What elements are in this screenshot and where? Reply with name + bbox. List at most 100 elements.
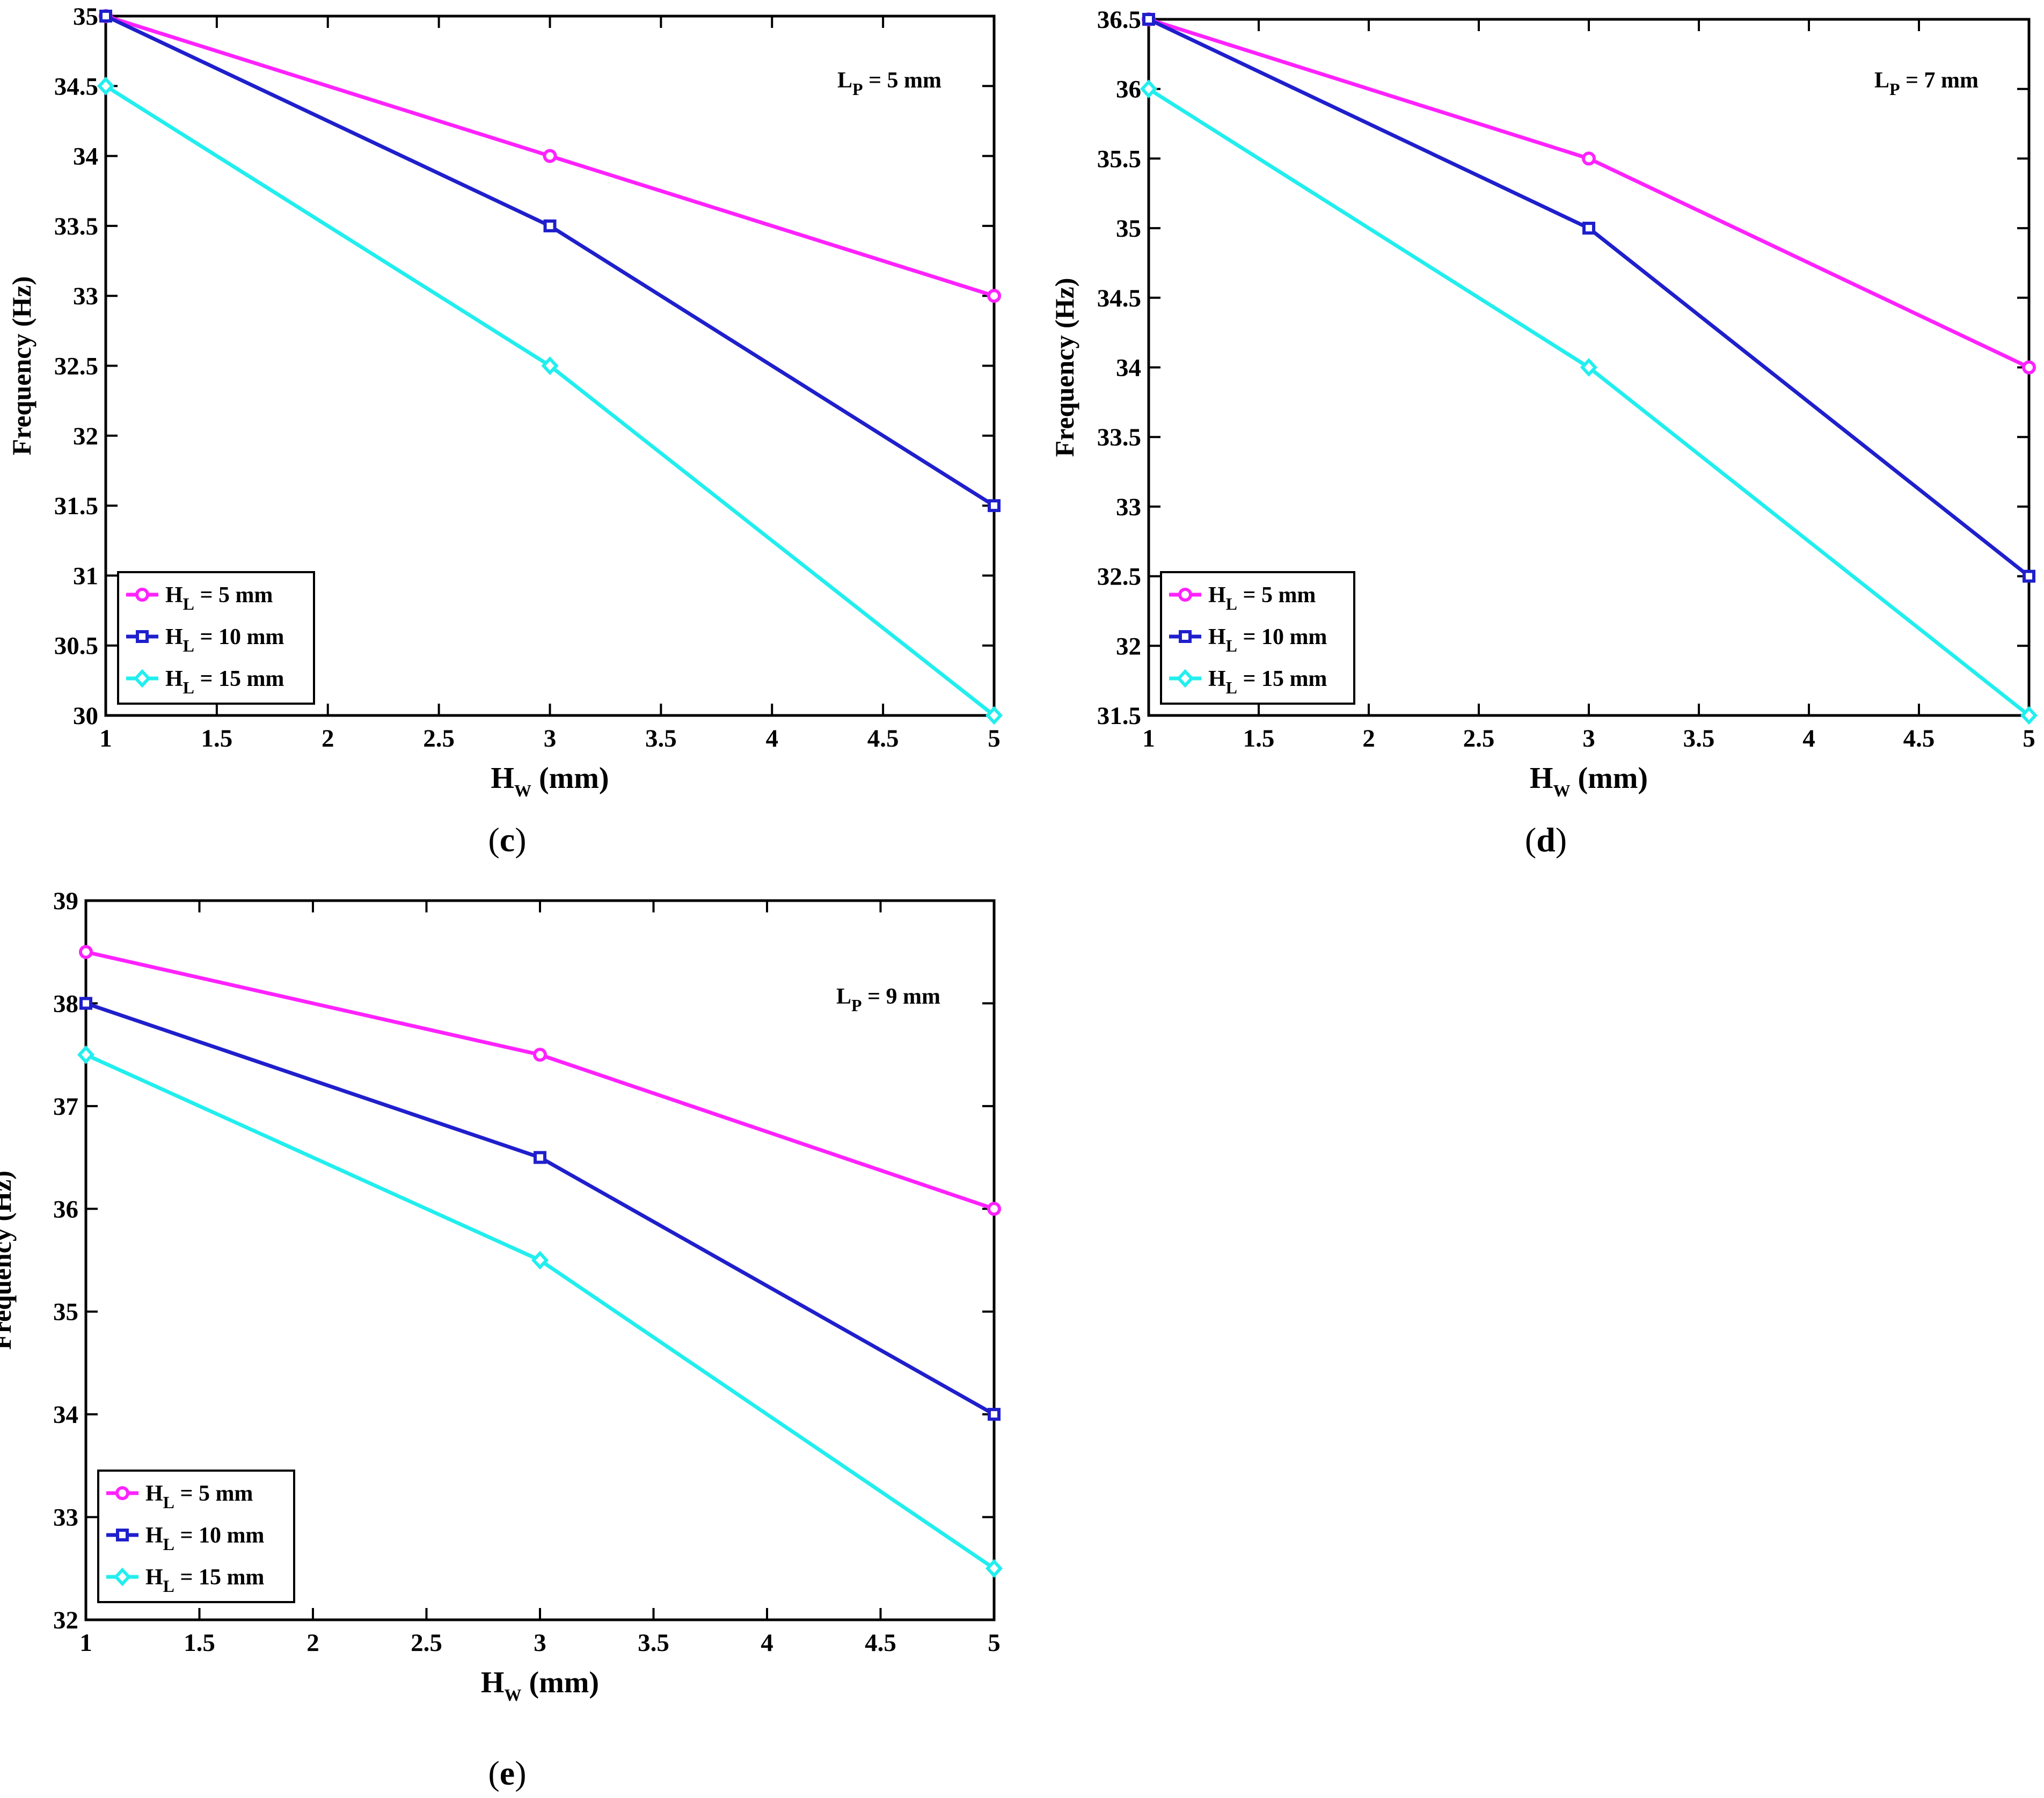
chart-panel-e: 1 1.5 2 2.5 3 3.5 4 4.5 5 32 33 34 35 36 37 38 39 Frequen… bbox=[0, 887, 1003, 1792]
x-tick-label: 2.5 bbox=[411, 1629, 442, 1657]
y-tick-label: 32 bbox=[73, 422, 98, 450]
data-point-marker bbox=[79, 997, 92, 1010]
data-point-marker bbox=[2023, 569, 2035, 583]
x-tick-label: 4 bbox=[1802, 725, 1815, 752]
data-point-marker bbox=[1582, 151, 1596, 166]
data-point-marker bbox=[985, 1559, 1003, 1578]
chart-panel-d: 1 1.5 2 2.5 3 3.5 4 4.5 531.53232.53333.53434.53… bbox=[1049, 6, 2038, 859]
x-tick-label: 3.5 bbox=[645, 725, 677, 752]
legend-marker bbox=[133, 669, 151, 688]
legend-label: HL = 10 mm bbox=[165, 625, 284, 655]
chart-panel-c: 1 1.5 2 2.5 3 3.5 4 4.5 53030.53131.53232.53333.… bbox=[6, 3, 1003, 859]
x-tick-label: 1.5 bbox=[201, 725, 233, 752]
data-point-marker bbox=[988, 1408, 1001, 1421]
y-tick-label: 34.5 bbox=[1097, 284, 1141, 312]
y-tick-label: 35 bbox=[1116, 215, 1141, 243]
x-tick-label: 4 bbox=[761, 1629, 773, 1657]
x-tick-label: 4.5 bbox=[867, 725, 899, 752]
data-point-marker bbox=[1582, 222, 1595, 235]
x-tick-label: 1.5 bbox=[184, 1629, 215, 1657]
x-tick-label: 3 bbox=[534, 1629, 546, 1657]
x-tick-label: 5 bbox=[988, 725, 1001, 752]
legend-label: HL = 15 mm bbox=[1208, 667, 1327, 697]
legend-label: HL = 10 mm bbox=[145, 1523, 264, 1554]
x-tick-label: 2.5 bbox=[423, 725, 455, 752]
legend-marker bbox=[113, 1567, 132, 1587]
legend: HL = 5 mm HL = 10 mm HL = 15 mm bbox=[1160, 571, 1355, 705]
x-tick-label: 2 bbox=[322, 725, 334, 752]
y-axis-label: Frequency (Hz) bbox=[6, 276, 36, 456]
data-point-marker bbox=[1140, 79, 1158, 99]
panel-annotation: LP = 5 mm bbox=[837, 68, 941, 99]
legend-marker bbox=[136, 630, 149, 643]
y-tick-label: 33.5 bbox=[54, 213, 98, 240]
legend-marker bbox=[115, 1486, 129, 1500]
y-axis-label: Frequency (Hz) bbox=[1049, 278, 1079, 457]
data-point-marker bbox=[534, 1151, 546, 1164]
legend: HL = 5 mm HL = 10 mm HL = 15 mm bbox=[117, 571, 315, 705]
legend-label: HL = 15 mm bbox=[145, 1565, 264, 1596]
legend-label: HL = 15 mm bbox=[165, 667, 284, 697]
x-tick-label: 3.5 bbox=[1683, 725, 1715, 752]
x-axis-label: HW (mm) bbox=[1530, 762, 1648, 800]
data-point-marker bbox=[2020, 706, 2038, 725]
y-axis-label: Frequency (Hz) bbox=[0, 1171, 17, 1350]
y-tick-label: 30 bbox=[73, 702, 98, 730]
data-point-marker bbox=[77, 1045, 95, 1064]
legend: HL = 5 mm HL = 10 mm HL = 15 mm bbox=[97, 1470, 295, 1603]
y-tick-label: 31.5 bbox=[54, 492, 98, 520]
x-tick-label: 3 bbox=[1582, 725, 1595, 752]
y-tick-label: 35.5 bbox=[1097, 145, 1141, 173]
y-tick-label: 39 bbox=[53, 887, 78, 915]
panel-caption: (d) bbox=[1525, 821, 1567, 859]
legend-label: HL = 10 mm bbox=[1208, 625, 1327, 655]
data-point-marker bbox=[988, 499, 1001, 513]
x-tick-label: 2.5 bbox=[1463, 725, 1495, 752]
legend-label: HL = 5 mm bbox=[145, 1481, 253, 1512]
y-tick-label: 38 bbox=[53, 990, 78, 1018]
series-line-hl10 bbox=[1148, 17, 2031, 578]
panel-annotation: LP = 9 mm bbox=[836, 984, 940, 1015]
y-tick-label: 37 bbox=[53, 1093, 78, 1121]
y-tick-label: 33 bbox=[53, 1504, 78, 1532]
data-point-marker bbox=[543, 219, 557, 232]
panel-annotation: LP = 7 mm bbox=[1874, 68, 1979, 99]
data-point-marker bbox=[985, 706, 1003, 725]
y-tick-label: 31.5 bbox=[1097, 702, 1141, 730]
legend-marker bbox=[135, 588, 149, 602]
y-tick-label: 34 bbox=[53, 1401, 78, 1429]
y-tick-label: 34.5 bbox=[54, 72, 98, 100]
x-tick-label: 4.5 bbox=[865, 1629, 896, 1657]
x-tick-label: 5 bbox=[988, 1629, 1001, 1657]
data-point-marker bbox=[1142, 13, 1155, 26]
y-tick-label: 33 bbox=[73, 282, 98, 310]
y-tick-label: 34 bbox=[73, 143, 98, 171]
y-tick-label: 35 bbox=[53, 1298, 78, 1326]
x-tick-label: 3 bbox=[544, 725, 557, 752]
panel-caption: (e) bbox=[488, 1754, 526, 1792]
series-line-hl10 bbox=[85, 1002, 995, 1416]
x-tick-label: 1.5 bbox=[1243, 725, 1275, 752]
y-tick-label: 36 bbox=[53, 1195, 78, 1223]
x-tick-label: 2 bbox=[1362, 725, 1375, 752]
series-line-hl5 bbox=[85, 950, 995, 1211]
legend-marker bbox=[1176, 669, 1194, 688]
data-point-marker bbox=[987, 289, 1001, 303]
y-tick-label: 34 bbox=[1116, 354, 1141, 382]
data-point-marker bbox=[531, 1251, 549, 1270]
x-axis-label: HW (mm) bbox=[481, 1666, 599, 1705]
x-tick-label: 5 bbox=[2023, 725, 2035, 752]
data-point-marker bbox=[97, 76, 115, 96]
legend-label: HL = 5 mm bbox=[1208, 583, 1316, 613]
x-tick-label: 1 bbox=[99, 725, 112, 752]
data-point-marker bbox=[543, 149, 557, 163]
legend-label: HL = 5 mm bbox=[165, 583, 273, 613]
x-tick-label: 1 bbox=[79, 1629, 92, 1657]
data-point-marker bbox=[99, 10, 112, 23]
data-point-marker bbox=[541, 356, 559, 375]
y-tick-label: 33.5 bbox=[1097, 423, 1141, 451]
y-tick-label: 36.5 bbox=[1097, 6, 1141, 34]
legend-marker bbox=[1179, 630, 1192, 643]
y-tick-label: 30.5 bbox=[54, 632, 98, 660]
